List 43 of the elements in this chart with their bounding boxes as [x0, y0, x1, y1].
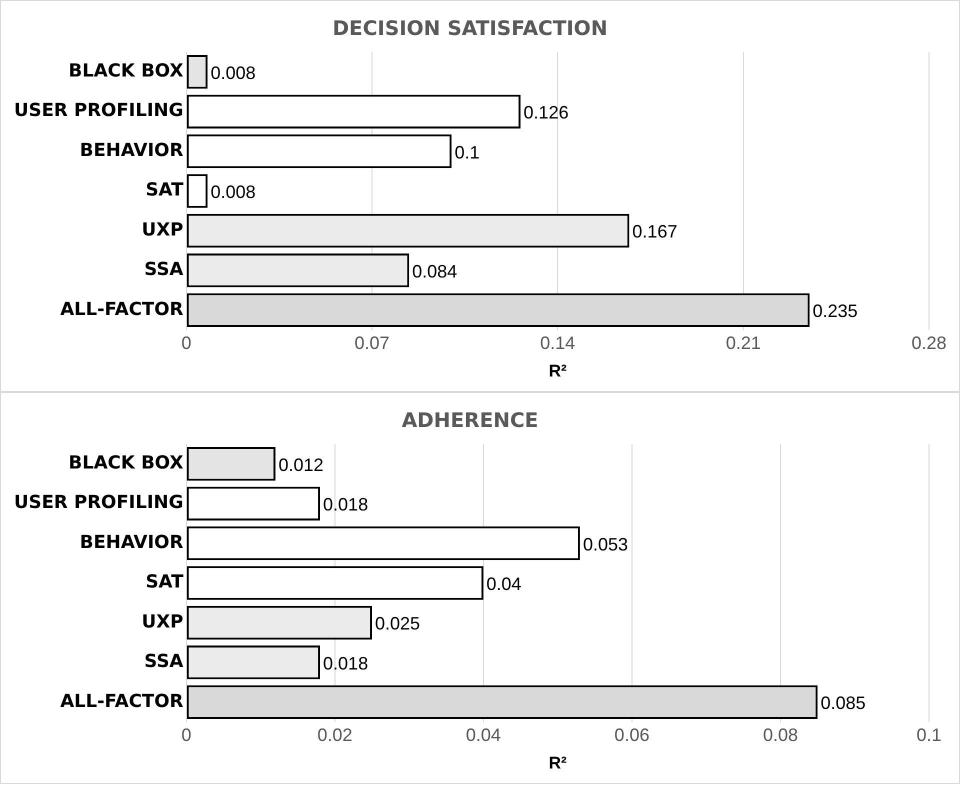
data-label: 0.053	[582, 534, 628, 554]
data-label: 0.167	[632, 222, 678, 242]
data-label: 0.008	[210, 182, 256, 202]
data-label: 0.1	[454, 142, 480, 162]
data-label: 0.018	[323, 494, 368, 515]
y-tick-label: UXP	[142, 219, 184, 240]
y-tick-label: UXP	[142, 611, 184, 632]
data-label: 0.025	[375, 614, 420, 634]
y-tick-label: ALL-FACTOR	[60, 298, 184, 320]
y-tick-label: BEHAVIOR	[80, 532, 184, 553]
y-tick-label: BLACK BOX	[68, 452, 184, 474]
data-label: 0.085	[820, 693, 866, 714]
data-label: 0.012	[278, 454, 324, 475]
y-tick-label: USER PROFILING	[14, 100, 184, 122]
x-tick-label: 0.14	[540, 332, 576, 353]
y-tick-label: USER PROFILING	[14, 492, 184, 514]
data-label: 0.008	[210, 62, 256, 83]
data-label: 0.04	[486, 574, 522, 594]
x-tick-label: 0.28	[911, 332, 947, 353]
data-label: 0.084	[412, 261, 458, 282]
x-tick-label: 0.07	[354, 332, 390, 353]
y-tick-label: ALL-FACTOR	[60, 690, 184, 712]
x-tick-label: 0	[181, 724, 192, 745]
x-tick-label: 0.21	[726, 332, 761, 353]
chart-title: DECISION SATISFACTION	[332, 16, 608, 40]
x-tick-label: 0	[181, 332, 192, 353]
chart-title: ADHERENCE	[402, 408, 538, 432]
x-tick-label: 0.08	[762, 724, 798, 745]
x-axis-title: R²	[548, 753, 567, 772]
y-tick-label: BLACK BOX	[68, 60, 184, 82]
x-tick-label: 0.1	[916, 724, 942, 745]
data-label: 0.235	[812, 301, 858, 322]
y-tick-label: SSA	[144, 259, 184, 280]
data-label: 0.018	[323, 653, 368, 674]
x-tick-label: 0.04	[466, 724, 501, 745]
y-tick-label: SSA	[144, 651, 184, 672]
data-label: 0.126	[524, 102, 569, 123]
x-tick-label: 0.06	[614, 724, 650, 745]
x-tick-label: 0.02	[317, 724, 352, 745]
x-axis-title: R²	[548, 361, 567, 380]
y-tick-label: SAT	[146, 180, 184, 201]
y-tick-label: BEHAVIOR	[80, 140, 184, 161]
y-tick-label: SAT	[146, 572, 184, 593]
